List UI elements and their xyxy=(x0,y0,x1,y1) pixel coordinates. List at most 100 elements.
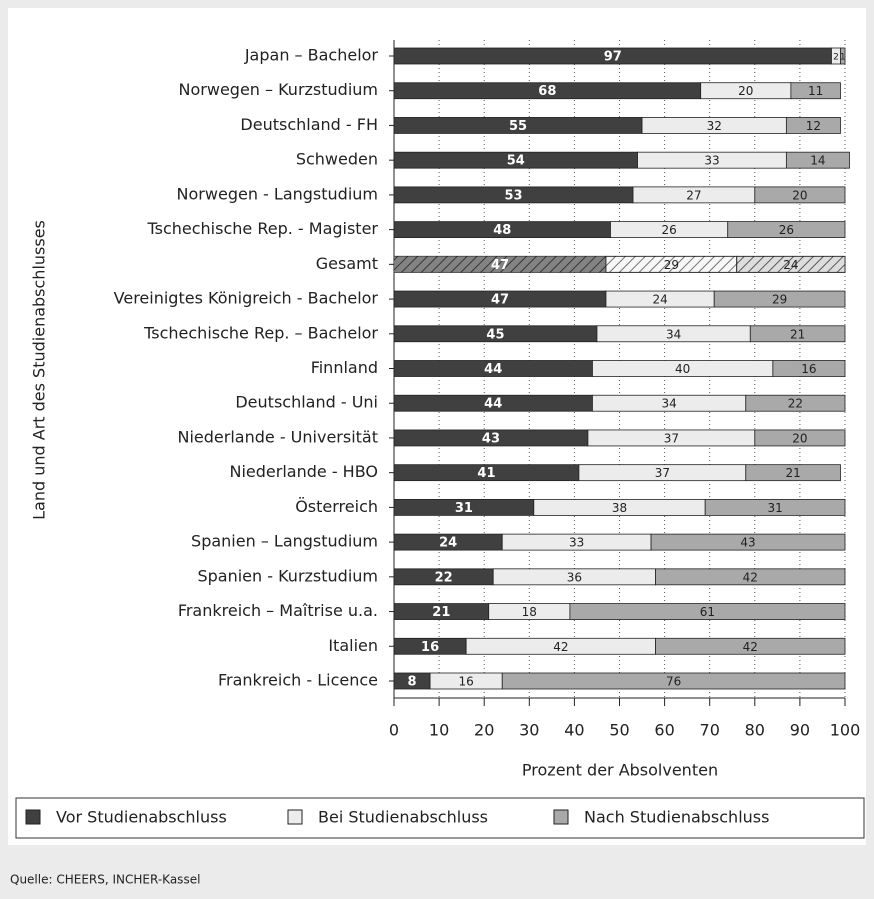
x-tick-label: 80 xyxy=(745,721,765,740)
bar-segment xyxy=(785,151,850,169)
source: Quelle: CHEERS, INCHER-Kassel xyxy=(10,873,200,887)
x-tick-label: 100 xyxy=(830,721,861,740)
data-label: 29 xyxy=(664,258,679,272)
data-label: 68 xyxy=(538,84,556,99)
data-label: 43 xyxy=(740,536,755,550)
data-label: 48 xyxy=(493,223,511,238)
bar-segment xyxy=(713,290,846,308)
bar-segment xyxy=(754,429,846,447)
data-label: 37 xyxy=(655,466,670,480)
y-tick-label: Schweden xyxy=(296,150,378,169)
data-label: 38 xyxy=(612,501,627,515)
data-label: 29 xyxy=(772,293,787,307)
data-label: 12 xyxy=(806,119,821,133)
data-label: 44 xyxy=(484,362,502,377)
bar-segment xyxy=(704,498,846,516)
bar-segment xyxy=(745,464,841,482)
data-label: 8 xyxy=(408,675,417,690)
x-tick-label: 40 xyxy=(564,721,584,740)
data-label: 16 xyxy=(421,640,439,655)
data-label: 31 xyxy=(455,501,473,516)
legend-swatch xyxy=(287,809,303,825)
data-label: 42 xyxy=(553,640,568,654)
data-label: 33 xyxy=(704,154,719,168)
data-label: 2 xyxy=(833,53,839,63)
x-tick-label: 50 xyxy=(609,721,629,740)
bar-segment xyxy=(785,117,841,134)
y-tick-label: Spanien - Kurzstudium xyxy=(197,566,378,585)
data-label: 20 xyxy=(792,431,807,445)
data-label: 24 xyxy=(652,293,667,307)
x-tick-label: 90 xyxy=(790,721,810,740)
x-tick-label: 60 xyxy=(654,721,674,740)
bar-segment xyxy=(772,360,846,377)
y-axis-title: Land und Art des Studienabschlusses xyxy=(30,220,49,520)
data-label: 34 xyxy=(666,327,681,341)
data-label: 24 xyxy=(439,536,457,551)
data-label: 97 xyxy=(604,50,622,65)
y-tick-label: Frankreich - Licence xyxy=(218,671,378,690)
y-tick-label: Italien xyxy=(328,636,378,655)
bar-segment xyxy=(840,47,846,65)
data-label: 76 xyxy=(666,675,681,689)
bar-segment xyxy=(569,603,846,620)
legend-label: Nach Studienabschluss xyxy=(584,808,769,827)
bar-segment xyxy=(727,221,846,239)
bar-segment xyxy=(754,186,846,204)
legend-label: Bei Studienabschluss xyxy=(318,808,488,827)
bar-segment xyxy=(501,672,846,690)
data-label: 26 xyxy=(779,223,794,237)
data-label: 31 xyxy=(767,501,782,515)
y-tick-label: Deutschland - Uni xyxy=(235,393,378,412)
y-tick-label: Tschechische Rep. – Bachelor xyxy=(143,323,378,342)
y-tick-label: Finnland xyxy=(311,358,378,377)
legend-label: Vor Studienabschluss xyxy=(56,808,227,827)
y-tick-label: Vereinigtes Königreich - Bachelor xyxy=(114,289,379,308)
x-tick-label: 70 xyxy=(700,721,720,740)
data-label: 21 xyxy=(432,605,450,620)
data-label: 36 xyxy=(567,570,582,584)
panel xyxy=(8,8,866,845)
y-tick-label: Österreich xyxy=(295,497,378,516)
data-label: 27 xyxy=(686,188,701,202)
data-label: 37 xyxy=(664,431,679,445)
x-tick-label: 30 xyxy=(519,721,539,740)
x-tick-label: 20 xyxy=(474,721,494,740)
y-tick-label: Deutschland - FH xyxy=(240,115,378,134)
y-tick-label: Gesamt xyxy=(316,254,378,273)
y-tick-label: Frankreich – Maîtrise u.a. xyxy=(178,601,378,620)
data-label: 41 xyxy=(477,466,495,481)
data-label: 16 xyxy=(801,362,816,376)
data-label: 61 xyxy=(700,605,715,619)
data-label: 20 xyxy=(792,188,807,202)
y-tick-label: Niederlande - HBO xyxy=(230,462,379,481)
y-tick-label: Japan – Bachelor xyxy=(244,46,379,65)
data-label: 54 xyxy=(507,154,525,169)
data-label: 16 xyxy=(459,675,474,689)
data-label: 43 xyxy=(482,431,500,446)
data-label: 47 xyxy=(491,258,509,273)
bar-segment xyxy=(650,533,846,551)
data-label: 45 xyxy=(486,327,504,342)
data-label: 34 xyxy=(661,397,676,411)
x-tick-label: 0 xyxy=(389,721,399,740)
y-tick-label: Tschechische Rep. - Magister xyxy=(147,219,379,238)
data-label: 42 xyxy=(743,570,758,584)
bar-segment xyxy=(790,82,841,100)
legend-swatch xyxy=(25,809,41,825)
x-tick-label: 10 xyxy=(429,721,449,740)
data-label: 1 xyxy=(840,53,846,63)
data-label: 11 xyxy=(808,84,823,98)
data-label: 18 xyxy=(522,605,537,619)
data-label: 42 xyxy=(743,640,758,654)
data-label: 44 xyxy=(484,397,502,412)
data-label: 55 xyxy=(509,119,527,134)
data-label: 14 xyxy=(810,154,825,168)
bar-segment xyxy=(655,637,846,655)
hatch xyxy=(394,256,606,273)
data-label: 40 xyxy=(675,362,690,376)
data-label: 33 xyxy=(569,536,584,550)
data-label: 24 xyxy=(783,258,798,272)
data-label: 22 xyxy=(788,397,803,411)
